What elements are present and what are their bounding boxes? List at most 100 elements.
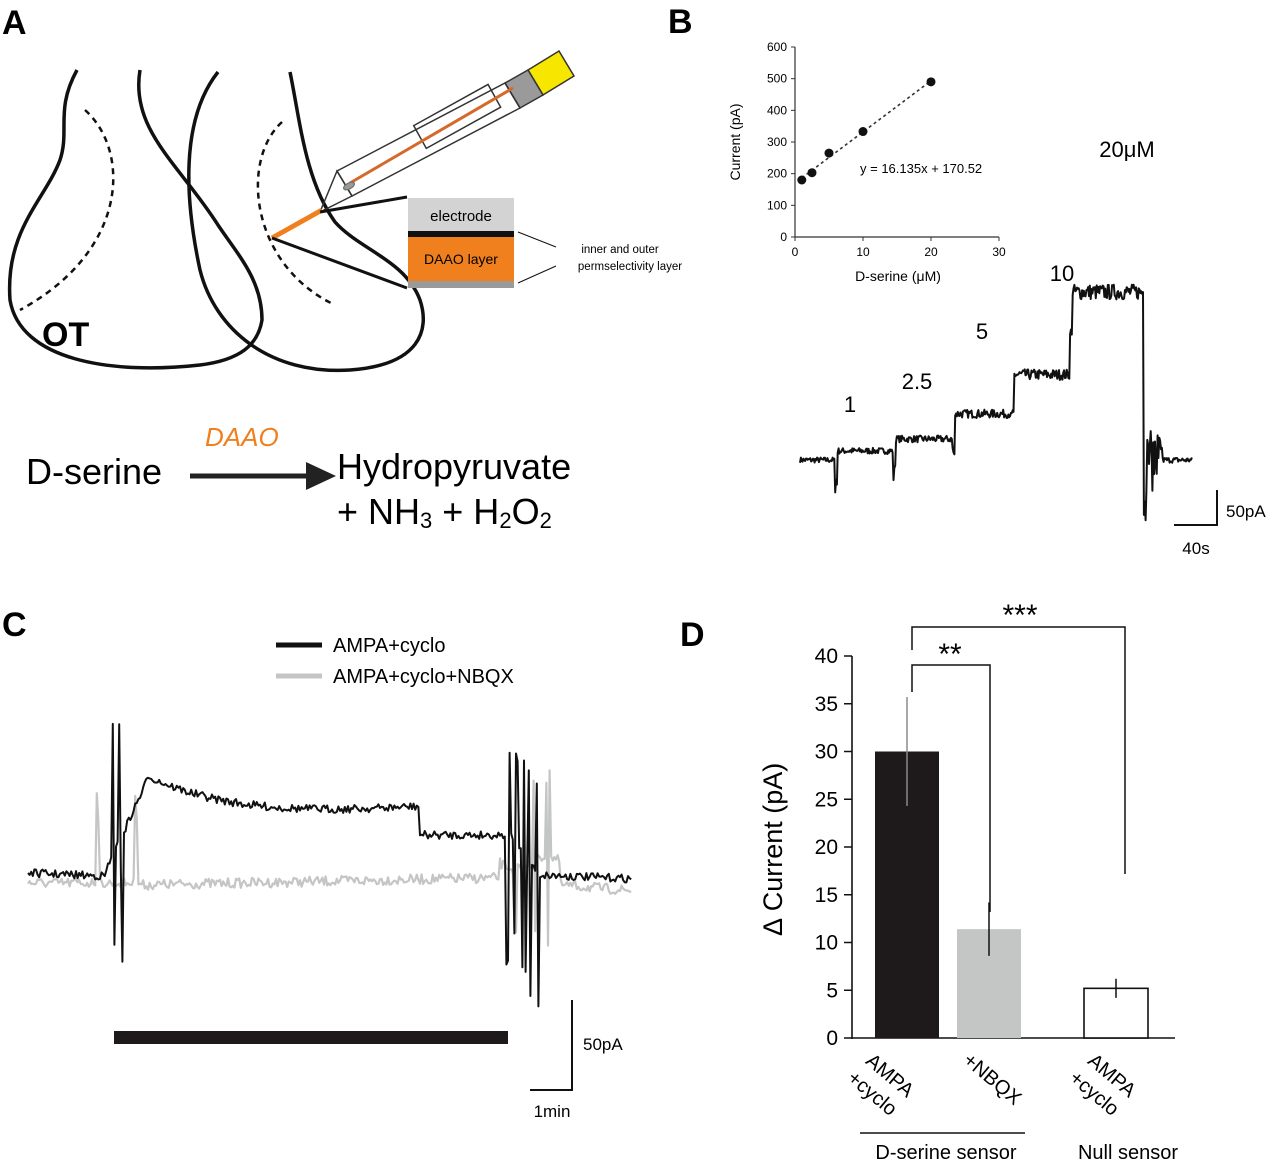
permselectivity-pointer-top <box>517 231 557 248</box>
reaction-substrate: D-serine <box>26 451 162 492</box>
electrode-layer-inset: electrode DAAO layer inner and outer per… <box>408 198 682 288</box>
trace-ampa-cyclo-nbqx <box>27 769 632 947</box>
trace-ampa-cyclo <box>27 722 632 1008</box>
panel-b-letter: B <box>668 3 693 41</box>
calibration-point <box>926 77 936 87</box>
scalebar-c-lines <box>530 1000 573 1091</box>
trace-c-scalebar: 50pA 1min <box>530 1000 623 1121</box>
reaction-enzyme: DAAO <box>205 422 279 452</box>
reaction-equation: D-serine DAAO Hydropyruvate + NH3 + H2O2 <box>26 422 571 533</box>
calibration-step-trace <box>799 283 1193 522</box>
outer-permselectivity-layer <box>408 281 514 288</box>
calibration-x-tick-label: 20 <box>924 245 938 259</box>
probe-wire-icon <box>349 86 514 185</box>
category-label-null-ampa-cyclo: AMPA+cyclo <box>1065 1048 1140 1122</box>
step-label-1: 1 <box>844 392 856 417</box>
probe <box>270 49 576 290</box>
trace-b-scalebar: 50pA 40s <box>1174 490 1266 558</box>
electrode-layer <box>408 198 514 231</box>
right-lobe-dashed-line <box>256 121 336 307</box>
daao-layer-label: DAAO layer <box>424 251 498 267</box>
daao-layer <box>408 237 514 281</box>
bar-chart-category-labels: AMPA+cyclo +NBQX AMPA+cyclo D-serine sen… <box>843 1048 1178 1164</box>
step-labels: 1 2.5 5 10 20μM <box>844 137 1155 417</box>
calibration-y-tick-label: 400 <box>767 103 787 117</box>
calibration-y-tick-label: 300 <box>767 135 787 149</box>
bar-chart-y-tick-label: 0 <box>826 1027 838 1050</box>
panel-c: C AMPA+cyclo AMPA+cyclo+NBQX 50pA 1min <box>2 606 632 1121</box>
bar-chart-y-tick-label: 10 <box>815 932 838 955</box>
calibration-x-tick-label: 30 <box>992 245 1006 259</box>
reaction-arrow-head-icon <box>306 462 336 490</box>
category-label-ampa-cyclo: AMPA+cyclo <box>843 1048 918 1122</box>
scalebar-b-y-label: 50pA <box>1226 502 1266 521</box>
permselectivity-label-line-1: inner and outer <box>581 244 659 256</box>
probe-tip-icon <box>318 169 354 214</box>
bar-chart-y-label: ∆ Current (pA) <box>758 763 788 936</box>
probe-bead-icon <box>343 181 355 191</box>
group-label-dserine-sensor: D-serine sensor <box>875 1142 1017 1164</box>
bar-chart-y-tick-label: 30 <box>815 741 838 764</box>
electrode-tip-icon <box>270 207 324 241</box>
calibration-point <box>824 148 834 158</box>
calibration-y-tick-label: 100 <box>767 198 787 212</box>
calibration-y-tick-label: 0 <box>780 230 787 244</box>
calibration-point <box>858 127 868 137</box>
calibration-point <box>807 168 817 178</box>
panel-c-legend: AMPA+cyclo AMPA+cyclo+NBQX <box>276 635 514 688</box>
bar-chart-y-tick-label: 5 <box>826 979 838 1002</box>
panel-c-letter: C <box>2 606 27 644</box>
panel-d-letter: D <box>680 616 705 654</box>
legend-label-nbqx: AMPA+cyclo+NBQX <box>333 666 514 688</box>
region-label-ot: OT <box>42 316 89 354</box>
calibration-y-tick-label: 600 <box>767 40 787 54</box>
scalebar-c-y-label: 50pA <box>583 1035 623 1054</box>
significance-label-triple-star: *** <box>1002 599 1037 632</box>
reaction-product-1: Hydropyruvate <box>337 446 571 487</box>
bar-chart-y-tick-label: 25 <box>815 788 838 811</box>
calibration-point <box>797 175 807 185</box>
step-label-2-5: 2.5 <box>902 369 933 394</box>
permselectivity-label-line-2: permselectivity layer <box>578 261 682 273</box>
bar-chart-y-tick-label: 15 <box>815 884 838 907</box>
scalebar-b-x-label: 40s <box>1182 539 1209 558</box>
calibration-y-tick-label: 500 <box>767 72 787 86</box>
step-label-20um: 20μM <box>1099 137 1154 162</box>
significance-label-double-star: ** <box>938 638 962 671</box>
panel-d: D 0 5 10 15 20 25 30 35 40 ∆ Current (pA) ** ***… <box>680 599 1178 1164</box>
bar-chart-y-tick-label: 35 <box>815 693 838 716</box>
inner-permselectivity-layer <box>408 231 514 237</box>
step-label-10: 10 <box>1050 261 1074 286</box>
significance-brackets: ** *** <box>911 599 1126 912</box>
calibration-fit-equation: y = 16.135x + 170.52 <box>860 161 982 176</box>
reaction-product-2: + NH3 + H2O2 <box>337 491 552 533</box>
legend-label-ampa-cyclo: AMPA+cyclo <box>333 635 445 657</box>
drug-application-bar <box>114 1031 508 1044</box>
zoom-line-top <box>319 195 408 214</box>
panel-a: A OT electrode DAAO layer <box>2 4 682 533</box>
scalebar-c-x-label: 1min <box>534 1102 571 1121</box>
scalebar-b-lines <box>1174 490 1218 526</box>
left-lobe-outline <box>7 69 264 370</box>
panel-b: B 0 100 200 300 400 500 600 0 10 20 30 y = 16.135… <box>668 3 1266 558</box>
calibration-inset: 0 100 200 300 400 500 600 0 10 20 30 y = 16.135x … <box>727 40 1006 284</box>
calibration-y-label: Current (pA) <box>727 103 743 180</box>
probe-sleeve-icon <box>412 83 502 150</box>
zoom-line-bottom <box>271 236 408 290</box>
bar-chart-y-tick-label: 40 <box>815 645 838 668</box>
bracket-ampa-vs-null <box>911 626 1126 874</box>
calibration-y-tick-label: 200 <box>767 167 787 181</box>
permselectivity-pointer-bottom <box>517 265 557 284</box>
left-lobe-dashed-line <box>19 109 115 312</box>
calibration-x-tick-label: 10 <box>856 245 870 259</box>
step-label-5: 5 <box>976 319 988 344</box>
panel-a-letter: A <box>2 4 27 42</box>
electrode-layer-label: electrode <box>430 208 492 225</box>
calibration-x-label: D-serine (μM) <box>855 268 941 284</box>
bracket-ampa-vs-nbqx <box>911 664 991 912</box>
category-label-nbqx: +NBQX <box>959 1049 1026 1110</box>
bar-chart-y-tick-label: 20 <box>815 836 838 859</box>
calibration-x-tick-label: 0 <box>792 245 799 259</box>
group-label-null-sensor: Null sensor <box>1078 1142 1178 1164</box>
